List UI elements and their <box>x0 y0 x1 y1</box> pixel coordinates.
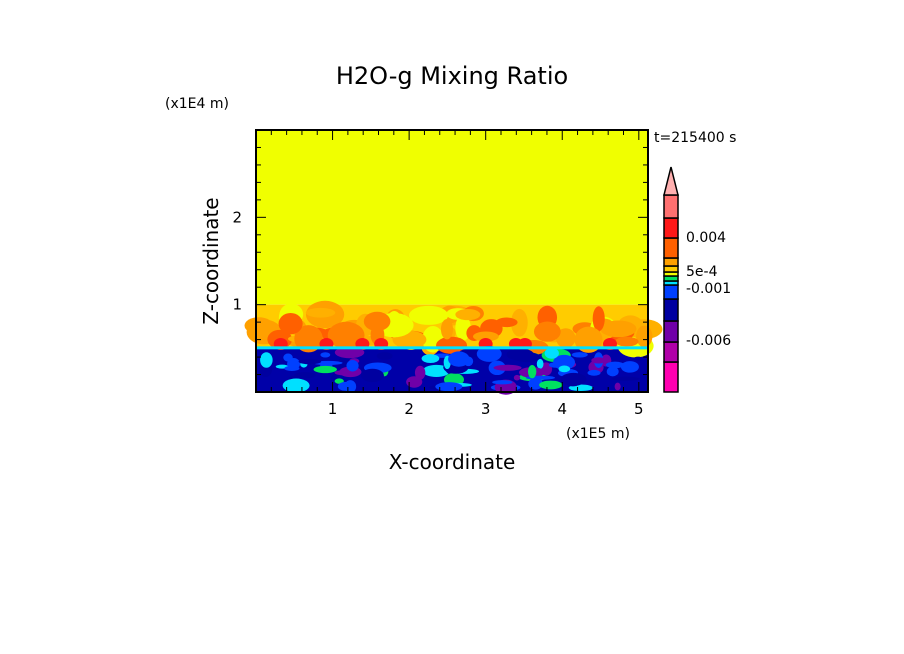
low-blob <box>282 378 310 393</box>
low-blob <box>548 362 562 368</box>
chart-title: H2O-g Mixing Ratio <box>336 62 568 90</box>
colorbar-segment <box>663 341 679 363</box>
band-blob <box>592 306 605 332</box>
y-axis-label: Z-coordinate <box>199 197 223 324</box>
band-blob <box>305 307 336 318</box>
band-blob <box>555 328 576 349</box>
colorbar-segment <box>663 237 679 259</box>
low-blob <box>587 369 601 376</box>
band-blob <box>636 325 653 348</box>
low-blob <box>633 356 643 361</box>
low-blob <box>414 365 426 380</box>
low-blob <box>571 352 588 358</box>
low-blob <box>294 372 316 379</box>
low-blob <box>536 358 544 369</box>
colorbar-segment <box>663 194 679 219</box>
low-blob <box>513 374 521 381</box>
low-blob <box>360 368 384 383</box>
band-blob <box>294 325 323 353</box>
x-tick-label: 4 <box>557 400 567 418</box>
y-tick-label: 2 <box>232 208 242 226</box>
low-blob <box>435 382 463 392</box>
band-blob <box>408 305 449 325</box>
low-blob <box>406 376 423 388</box>
low-blob <box>376 352 393 360</box>
low-blob <box>334 378 344 384</box>
colorbar-label: -0.001 <box>686 281 731 297</box>
low-blob <box>493 364 522 371</box>
low-blob <box>544 347 559 359</box>
colorbar-label: 0.004 <box>686 230 726 246</box>
band-blob <box>363 311 391 332</box>
low-blob <box>337 381 353 391</box>
low-blob <box>298 358 322 365</box>
colorbar-segment <box>663 284 679 300</box>
x-unit-label: (x1E5 m) <box>566 426 630 442</box>
band-blob <box>455 308 481 321</box>
band-blob <box>615 336 639 347</box>
time-label: t=215400 s <box>654 130 736 146</box>
low-blob <box>558 365 571 373</box>
axes: 1 2 3 4 5 1 2 <box>232 129 649 418</box>
low-blob <box>611 376 640 381</box>
x-tick-label: 5 <box>634 400 644 418</box>
plot-frame <box>255 129 649 393</box>
low-blob <box>476 345 502 362</box>
low-blob <box>614 382 621 391</box>
x-tick-label: 2 <box>404 400 414 418</box>
colorbar-segment <box>663 257 679 267</box>
low-blob <box>620 361 639 373</box>
x-axis-label: X-coordinate <box>389 450 516 474</box>
band-blob <box>327 321 365 349</box>
low-blob <box>492 380 513 385</box>
band-blob <box>278 312 303 335</box>
low-blob <box>421 354 440 363</box>
low-blob <box>287 358 301 370</box>
low-blob <box>346 360 359 372</box>
low-blob <box>591 357 606 364</box>
low-blob <box>313 365 337 374</box>
colorbar-label: 5e-4 <box>686 264 718 280</box>
low-blob <box>606 366 619 377</box>
y-unit-label: (x1E4 m) <box>165 96 229 112</box>
low-blob <box>527 364 537 379</box>
colorbar-extend-arrow <box>663 166 679 196</box>
band-blob <box>473 331 499 342</box>
colorbar-segment <box>663 265 679 273</box>
band-blob <box>440 318 454 340</box>
low-blob <box>564 375 582 387</box>
band-blob <box>574 326 603 353</box>
band-blob <box>402 335 420 350</box>
low-blob <box>260 352 273 368</box>
band-blob <box>510 308 528 337</box>
band-blob <box>436 336 468 354</box>
colorbar-segment <box>663 217 679 239</box>
colorbar-segment <box>663 320 679 343</box>
low-blob <box>528 377 543 390</box>
colorbar-segment <box>663 361 679 393</box>
x-tick-label: 1 <box>328 400 338 418</box>
inversion-line <box>256 346 648 350</box>
region-0 <box>256 130 648 305</box>
y-tick-label: 1 <box>232 296 242 314</box>
contour-field <box>244 130 663 395</box>
low-blob <box>605 361 625 369</box>
x-tick-label: 3 <box>481 400 491 418</box>
band-blob <box>533 321 561 342</box>
low-blob <box>320 352 331 358</box>
low-blob <box>506 348 534 361</box>
low-blob <box>539 380 563 390</box>
low-blob <box>448 351 470 367</box>
low-blob <box>334 346 365 359</box>
colorbar-segment <box>663 298 679 322</box>
colorbar-label: -0.006 <box>686 333 731 349</box>
